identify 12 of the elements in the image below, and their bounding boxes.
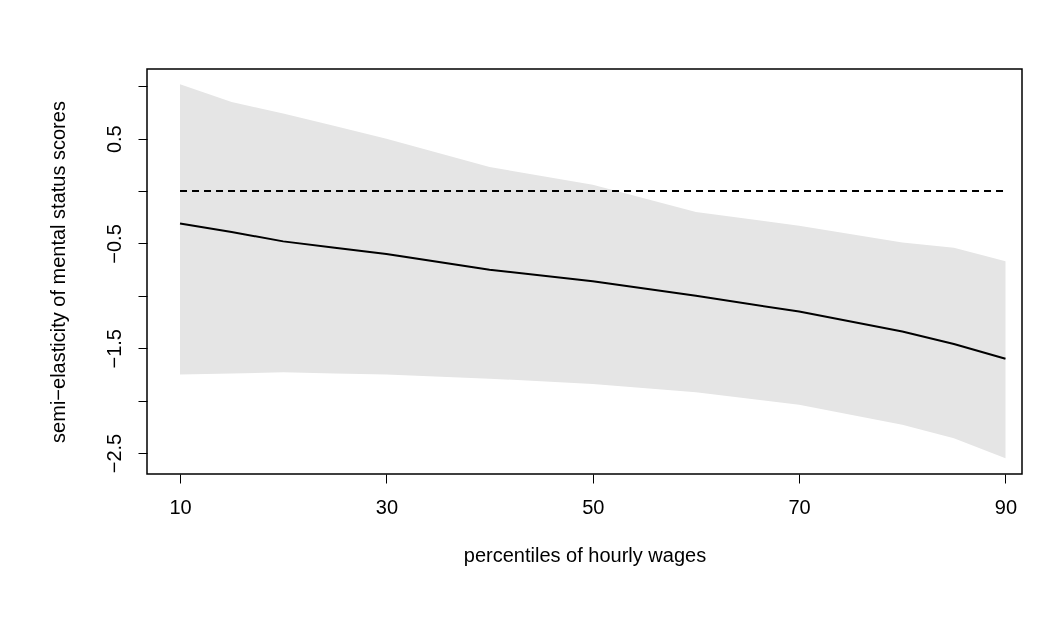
y-tick-label: −0.5 <box>102 224 125 264</box>
x-tick-label: 10 <box>169 495 192 518</box>
x-axis-title: percentiles of hourly wages <box>463 543 707 566</box>
x-tick-label: 90 <box>994 495 1018 518</box>
y-tick-label: −2.5 <box>102 433 125 474</box>
x-tick-label: 30 <box>375 495 399 518</box>
x-tick-label: 50 <box>582 495 605 518</box>
line-series <box>179 222 1007 360</box>
x-tick-label: 70 <box>788 495 811 518</box>
y-tick-label: 0.5 <box>102 125 125 154</box>
y-axis-title: semi−elasticity of mental status scores <box>46 101 69 443</box>
y-tick-label: −1.5 <box>102 329 125 369</box>
